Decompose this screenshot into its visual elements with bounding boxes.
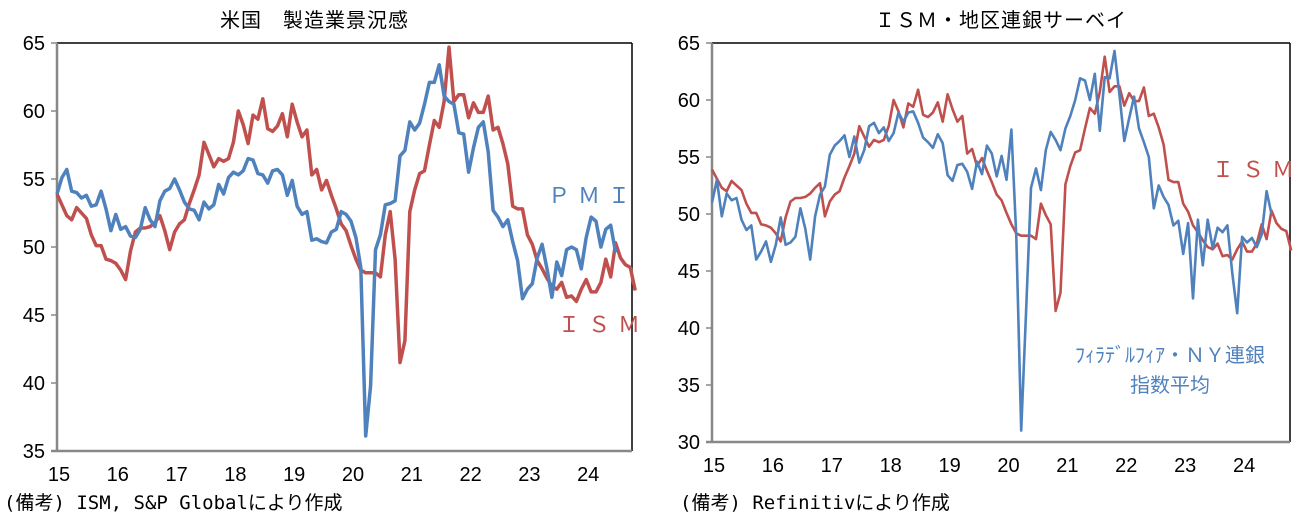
y-tick-label: 60: [678, 90, 700, 112]
right-fed-label-line2: 指数平均: [1130, 373, 1210, 397]
x-tick-label: 19: [938, 455, 960, 477]
left-chart-plot: 35 40 45 50 55 60 65 15 16 17 18 19 20 21 22 23 24: [23, 33, 637, 486]
x-tick-label: 16: [107, 464, 129, 486]
x-tick-label: 21: [1056, 455, 1078, 477]
y-tick-label: 45: [23, 305, 45, 327]
x-tick-label: 18: [224, 464, 246, 486]
left-pmi-label: ＰＭＩ: [548, 184, 639, 209]
right-chart-title: ＩＳＭ・地区連銀サーベイ: [875, 8, 1127, 32]
x-tick-label: 18: [880, 455, 902, 477]
y-tick-label: 40: [23, 373, 45, 395]
x-tick-label: 15: [703, 455, 725, 477]
y-tick-label: 65: [678, 33, 700, 55]
x-tick-label: 17: [165, 464, 187, 486]
y-tick-label: 45: [678, 261, 700, 283]
right-fed-label: ﾌｨﾗﾃﾞﾙﾌｨｱ・ＮＹ連銀 指数平均: [1050, 340, 1290, 400]
x-tick-label: 22: [1115, 455, 1137, 477]
y-tick-label: 35: [678, 375, 700, 397]
fed-blue-line: [710, 49, 1273, 432]
x-tick-label: 17: [821, 455, 843, 477]
y-tick-label: 50: [678, 204, 700, 226]
x-tick-label: 20: [997, 455, 1019, 477]
left-chart-title: 米国 製造業景況感: [220, 8, 409, 32]
x-tick-label: 20: [342, 464, 364, 486]
x-tick-label: 23: [518, 464, 540, 486]
left-chart-panel: 米国 製造業景況感 35 40 45 50 55 60 65 15 16 17 18 19 20 21 22…: [0, 0, 650, 528]
y-tick-label: 60: [23, 101, 45, 123]
right-fed-label-line1: ﾌｨﾗﾃﾞﾙﾌｨｱ・ＮＹ連銀: [1075, 343, 1265, 367]
y-tick-label: 35: [23, 441, 45, 463]
x-tick-label: 22: [459, 464, 481, 486]
x-tick-label: 24: [1233, 455, 1255, 477]
pmi-blue-line: [55, 63, 618, 438]
x-tick-label: 23: [1174, 455, 1196, 477]
ism-line: [710, 55, 1293, 313]
x-tick-label: 19: [283, 464, 305, 486]
x-tick-label: 15: [48, 464, 70, 486]
y-tick-label: 65: [23, 33, 45, 55]
left-source-note: (備考) ISM, S&P Globalにより作成: [4, 492, 343, 514]
y-tick-label: 40: [678, 318, 700, 340]
y-tick-label: 55: [23, 169, 45, 191]
right-source-note: (備考) Refinitivにより作成: [680, 492, 950, 514]
left-ism-label: ＩＳＭ: [558, 313, 649, 338]
right-ism-label: ＩＳＭ: [1212, 158, 1303, 183]
y-tick-label: 50: [23, 237, 45, 259]
y-tick-label: 30: [678, 432, 700, 454]
x-tick-label: 21: [401, 464, 423, 486]
x-tick-label: 24: [577, 464, 599, 486]
y-tick-label: 55: [678, 147, 700, 169]
x-tick-label: 16: [762, 455, 784, 477]
